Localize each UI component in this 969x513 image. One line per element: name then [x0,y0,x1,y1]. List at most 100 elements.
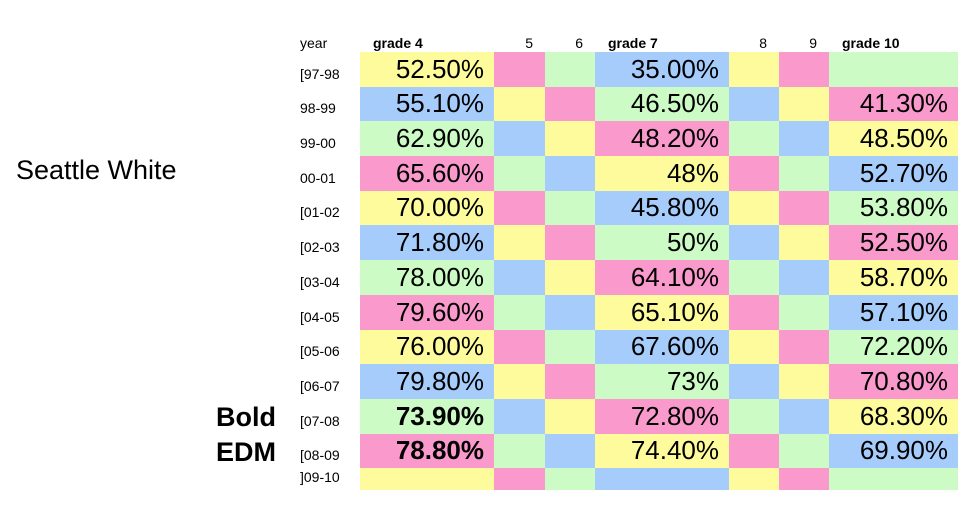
table-row: [06-07 79.80% 73% 70.80% [300,364,958,399]
value-cell-g4: 79.80% [360,364,494,399]
value-cell-g4: 71.80% [360,225,494,261]
value-cell-g10 [829,468,958,491]
table-row: [05-06 76.00% 67.60% 72.20% [300,329,958,365]
color-cell [494,156,545,191]
year-cell: [05-06 [300,343,340,360]
color-cell [779,86,829,122]
table-row: [02-03 71.80% 50% 52.50% [300,225,958,261]
header-grade-9: 9 [809,35,817,51]
year-cell: [02-03 [300,239,340,256]
color-cell [729,329,779,365]
color-cell [545,156,595,191]
color-cell [494,86,545,122]
color-cell [494,294,545,330]
value-cell-g7: 65.10% [595,294,729,330]
color-cell [545,52,595,87]
value-cell-g7: 48% [595,156,729,191]
header-grade-8: 8 [759,35,767,51]
table-row: [03-04 78.00% 64.10% 58.70% [300,260,958,295]
year-cell: [07-08 [300,412,340,429]
color-cell [779,398,829,434]
year-cell: [03-04 [300,273,340,290]
value-cell-g7: 64.10% [595,260,729,295]
color-cell [545,294,595,330]
value-cell-g10: 58.70% [829,260,958,295]
color-cell [779,468,829,491]
color-cell [494,329,545,365]
color-cell [729,468,779,491]
value-cell-g4: 73.90% [360,398,494,434]
value-cell-g7 [595,468,729,491]
value-cell-g10: 48.50% [829,121,958,157]
value-cell-g7: 72.80% [595,398,729,434]
value-cell-g7: 45.80% [595,190,729,226]
bold-label: Bold [216,402,276,432]
value-cell-g10: 52.70% [829,156,958,191]
table-header-row: year grade 4 5 6 grade 7 8 9 grade 10 [300,30,958,52]
color-cell [729,398,779,434]
row-group-label: Seattle White [16,155,177,185]
color-cell [779,190,829,226]
table-row: [04-05 79.60% 65.10% 57.10% [300,294,958,330]
table-row: [07-08 73.90% 72.80% 68.30% [300,398,958,434]
value-cell-g7: 46.50% [595,86,729,122]
color-cell [545,329,595,365]
color-cell [545,225,595,261]
table-row: [01-02 70.00% 45.80% 53.80% [300,190,958,226]
table-row: 99-00 62.90% 48.20% 48.50% [300,121,958,157]
color-cell [729,52,779,87]
value-cell-g10: 72.20% [829,329,958,365]
color-cell [494,468,545,491]
value-cell-g4: 78.80% [360,433,494,469]
value-cell-g7: 74.40% [595,433,729,469]
header-year: year [300,35,328,51]
color-cell [494,433,545,469]
value-cell-g10: 68.30% [829,398,958,434]
value-cell-g10: 57.10% [829,294,958,330]
value-cell-g4: 62.90% [360,121,494,157]
color-cell [779,225,829,261]
value-cell-g10: 53.80% [829,190,958,226]
value-cell-g4: 78.00% [360,260,494,295]
color-cell [494,190,545,226]
header-grade-7: grade 7 [608,35,658,51]
value-cell-g4: 79.60% [360,294,494,330]
value-cell-g4: 70.00% [360,190,494,226]
color-cell [494,225,545,261]
year-cell: 99-00 [300,135,336,152]
value-cell-g10: 41.30% [829,86,958,122]
color-cell [729,121,779,157]
color-cell [545,398,595,434]
value-cell-g4: 55.10% [360,86,494,122]
table-row: 98-99 55.10% 46.50% 41.30% [300,86,958,122]
year-cell: [06-07 [300,377,340,394]
color-cell [729,260,779,295]
value-cell-g10: 69.90% [829,433,958,469]
color-cell [779,294,829,330]
value-cell-g4: 52.50% [360,52,494,87]
color-cell [779,329,829,365]
color-cell [494,121,545,157]
header-grade-4: grade 4 [373,35,423,51]
table-row: ]09-10 [300,468,958,491]
color-cell [545,433,595,469]
color-cell [729,364,779,399]
table-body: [97-98 52.50% 35.00% 98-99 55.10% 46.50% 41.30… [300,52,958,491]
color-cell [494,398,545,434]
color-cell [545,121,595,157]
color-cell [779,52,829,87]
year-cell: [97-98 [300,65,340,82]
value-cell-g10 [829,52,958,87]
table-row: 00-01 65.60% 48% 52.70% [300,156,958,191]
color-cell [545,364,595,399]
color-cell [729,225,779,261]
header-grade-6: 6 [575,35,583,51]
table-row: [08-09 78.80% 74.40% 69.90% [300,433,958,469]
value-cell-g7: 73% [595,364,729,399]
color-cell [779,156,829,191]
year-cell: [08-09 [300,447,340,464]
value-cell-g4 [360,468,494,491]
color-cell [545,86,595,122]
value-cell-g10: 70.80% [829,364,958,399]
value-cell-g4: 76.00% [360,329,494,365]
